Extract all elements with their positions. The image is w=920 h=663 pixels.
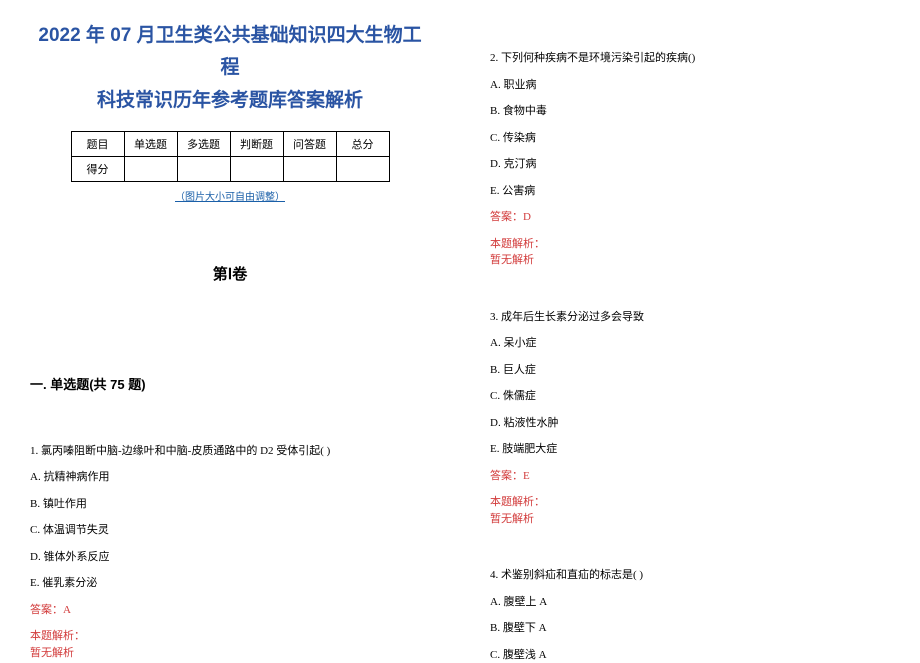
question-option: A. 职业病	[490, 77, 890, 94]
table-empty-cell	[336, 156, 389, 181]
page: 2022 年 07 月卫生类公共基础知识四大生物工程 科技常识历年参考题库答案解…	[0, 0, 920, 651]
left-column: 2022 年 07 月卫生类公共基础知识四大生物工程 科技常识历年参考题库答案解…	[0, 0, 460, 651]
table-header-cell: 题目	[71, 131, 124, 156]
right-column: 2. 下列何种疾病不是环境污染引起的疾病() A. 职业病 B. 食物中毒 C.…	[460, 0, 920, 651]
question-option: C. 侏儒症	[490, 388, 890, 405]
question-option: C. 传染病	[490, 130, 890, 147]
question-option: B. 镇吐作用	[30, 496, 430, 513]
table-empty-cell	[124, 156, 177, 181]
score-table: 题目 单选题 多选题 判断题 问答题 总分 得分	[71, 131, 390, 182]
question-answer: 答案：E	[490, 468, 890, 485]
question-answer: 答案：A	[30, 602, 430, 619]
question-option: B. 腹壁下 A	[490, 620, 890, 637]
table-empty-cell	[177, 156, 230, 181]
table-header-cell: 问答题	[283, 131, 336, 156]
question-option: D. 锥体外系反应	[30, 549, 430, 566]
question-3: 3. 成年后生长素分泌过多会导致 A. 呆小症 B. 巨人症 C. 侏儒症 D.…	[490, 309, 890, 528]
analysis-body: 暂无解析	[30, 645, 430, 662]
question-option: A. 呆小症	[490, 335, 890, 352]
question-option: C. 体温调节失灵	[30, 522, 430, 539]
resize-note: （图片大小可自由调整）	[30, 188, 430, 203]
question-option: E. 肢端肥大症	[490, 441, 890, 458]
table-empty-cell	[230, 156, 283, 181]
question-option: D. 粘液性水肿	[490, 415, 890, 432]
document-title: 2022 年 07 月卫生类公共基础知识四大生物工程 科技常识历年参考题库答案解…	[30, 20, 430, 117]
question-option: A. 抗精神病作用	[30, 469, 430, 486]
analysis-label: 本题解析：	[490, 236, 890, 253]
table-header-cell: 多选题	[177, 131, 230, 156]
question-option: A. 腹壁上 A	[490, 594, 890, 611]
analysis-label: 本题解析：	[490, 494, 890, 511]
question-option: B. 巨人症	[490, 362, 890, 379]
question-stem: 1. 氯丙嗪阻断中脑-边缘叶和中脑-皮质通路中的 D2 受体引起( )	[30, 443, 430, 460]
question-stem: 4. 术鉴别斜疝和直疝的标志是( )	[490, 567, 890, 584]
title-line-2: 科技常识历年参考题库答案解析	[97, 90, 363, 111]
table-score-row: 得分	[71, 156, 389, 181]
question-stem: 2. 下列何种疾病不是环境污染引起的疾病()	[490, 50, 890, 67]
question-option: E. 催乳素分泌	[30, 575, 430, 592]
question-option: D. 克汀病	[490, 156, 890, 173]
table-header-row: 题目 单选题 多选题 判断题 问答题 总分	[71, 131, 389, 156]
table-empty-cell	[283, 156, 336, 181]
analysis-body: 暂无解析	[490, 252, 890, 269]
question-answer: 答案：D	[490, 209, 890, 226]
analysis-label: 本题解析：	[30, 628, 430, 645]
question-option: C. 腹壁浅 A	[490, 647, 890, 663]
question-stem: 3. 成年后生长素分泌过多会导致	[490, 309, 890, 326]
table-row-label: 得分	[71, 156, 124, 181]
question-1: 1. 氯丙嗪阻断中脑-边缘叶和中脑-皮质通路中的 D2 受体引起( ) A. 抗…	[30, 443, 430, 662]
table-header-cell: 判断题	[230, 131, 283, 156]
question-option: E. 公害病	[490, 183, 890, 200]
table-header-cell: 总分	[336, 131, 389, 156]
volume-heading: 第Ⅰ卷	[30, 263, 430, 284]
question-4: 4. 术鉴别斜疝和直疝的标志是( ) A. 腹壁上 A B. 腹壁下 A C. …	[490, 567, 890, 663]
question-option: B. 食物中毒	[490, 103, 890, 120]
table-header-cell: 单选题	[124, 131, 177, 156]
section-heading: 一. 单选题(共 75 题)	[30, 374, 430, 393]
analysis-body: 暂无解析	[490, 511, 890, 528]
question-2: 2. 下列何种疾病不是环境污染引起的疾病() A. 职业病 B. 食物中毒 C.…	[490, 50, 890, 269]
title-line-1: 2022 年 07 月卫生类公共基础知识四大生物工程	[38, 25, 421, 78]
